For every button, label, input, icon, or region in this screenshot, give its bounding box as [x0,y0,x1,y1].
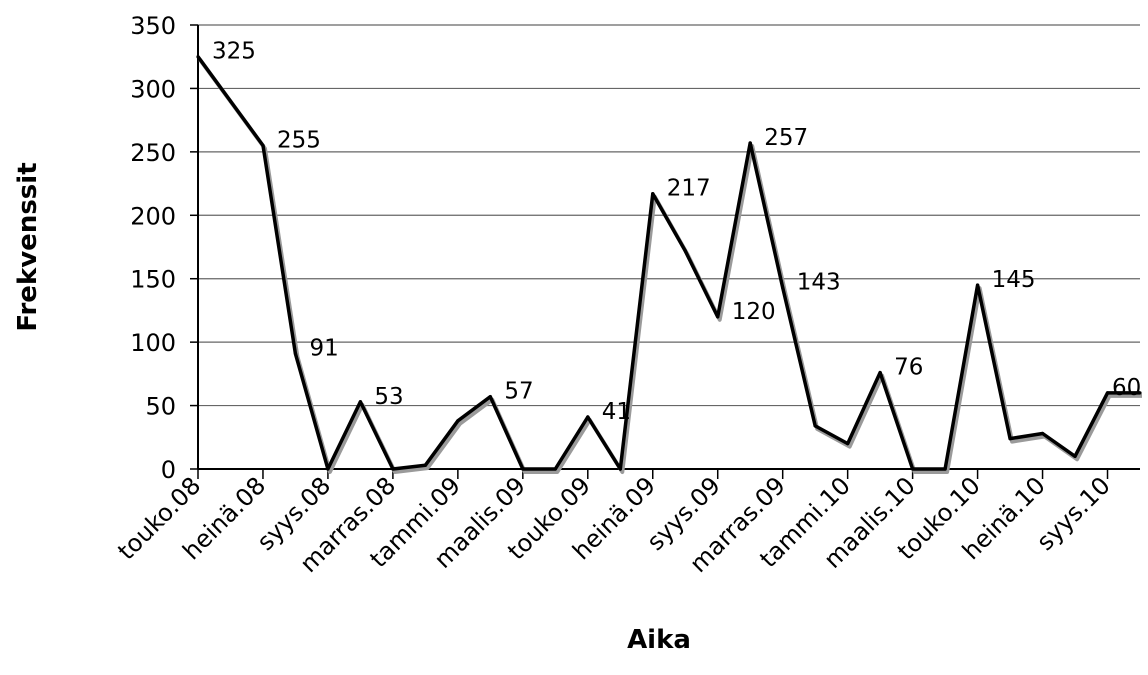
data-point [1008,436,1012,441]
data-point [943,467,947,471]
y-tick-label: 200 [130,202,176,230]
data-point [911,467,915,471]
data-label: 91 [309,336,338,362]
data-point [975,283,980,287]
data-point [716,315,720,319]
data-label: 257 [764,125,808,151]
data-point [748,141,752,145]
data-point [391,467,395,471]
x-axis-ticks: touko.08heinä.08syys.08marras.08tammi.09… [112,469,1116,578]
x-tick-label: syys.10 [1031,471,1116,556]
y-tick-label: 250 [130,139,176,167]
data-point [1040,431,1045,436]
series-shadow [198,58,1142,474]
y-tick-label: 100 [130,329,176,357]
data-point [878,370,882,375]
y-tick-label: 350 [130,12,176,40]
y-axis-title: Frekvenssit [13,162,43,331]
data-label: 145 [992,267,1036,293]
data-point [1073,454,1077,458]
data-label: 143 [797,270,841,296]
data-point [781,285,785,290]
data-point [846,442,850,446]
data-point [326,467,330,471]
data-label: 325 [212,39,256,65]
data-point [228,99,233,103]
data-point [196,55,200,59]
data-point [261,143,265,148]
data-point [586,415,590,419]
data-point [488,395,492,399]
y-tick-label: 50 [145,393,176,421]
data-label: 57 [504,379,533,405]
data-point [813,424,817,428]
data-point [521,467,525,471]
data-labels: 325 255 91 53 57 41 217 120 257 143 76 145 60 [212,39,1141,425]
data-label: 120 [732,299,776,325]
data-label: 41 [602,399,631,425]
y-tick-label: 150 [130,266,176,294]
x-axis-title: Aika [627,625,691,655]
data-point [553,467,557,471]
y-axis-ticks: 0 50 100 150 200 250 300 350 [130,12,198,484]
data-label: 53 [374,384,403,410]
data-point [683,249,687,253]
series-line [196,55,1140,471]
data-point [423,463,427,467]
gridlines [198,24,1140,407]
data-point [293,351,298,356]
data-point [456,419,460,423]
y-tick-label: 300 [130,75,176,103]
y-tick-label: 0 [161,456,176,484]
data-label: 60 [1112,375,1141,401]
data-point [1105,391,1110,395]
data-label: 217 [667,176,711,202]
data-point [358,400,363,404]
data-point [618,467,622,471]
data-point [651,192,655,196]
data-label: 255 [277,128,321,154]
data-label: 76 [894,355,923,381]
data-point [1138,391,1142,395]
series-group [196,55,1142,474]
